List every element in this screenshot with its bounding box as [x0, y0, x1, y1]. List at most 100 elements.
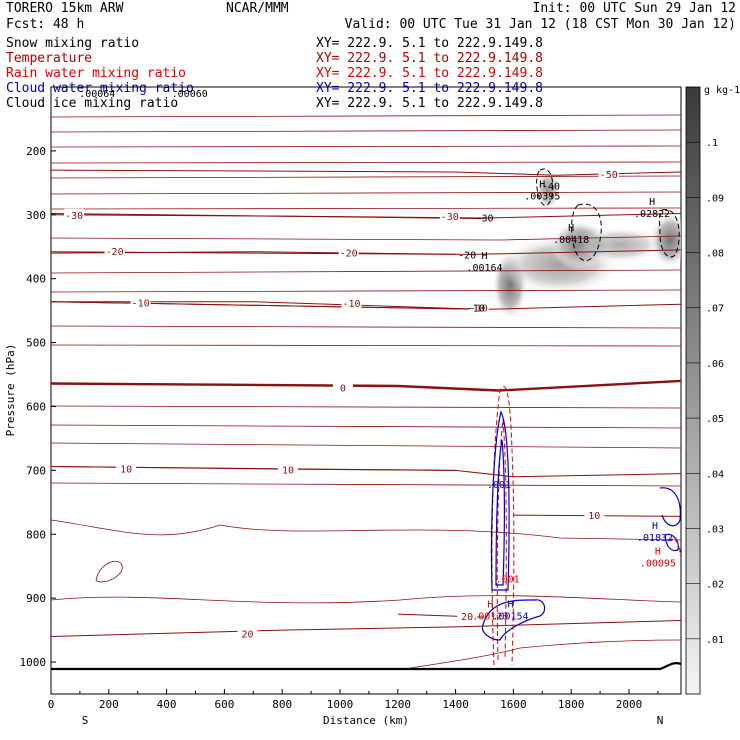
isotherm-line [51, 595, 681, 604]
x-tick-label: 1400 [442, 698, 469, 711]
label-mask [338, 246, 359, 258]
isotherm-label: 0 [340, 383, 346, 394]
terrain-line [51, 661, 682, 671]
label-mask [598, 167, 619, 179]
label-mask [130, 296, 151, 308]
isotherm-line [51, 482, 681, 487]
colorbar-label: .05 [706, 414, 724, 425]
extra-label: -40 [542, 181, 560, 192]
legend-xy: XY= 222.9. 5.1 to 222.9.149.8 [316, 36, 543, 51]
max-value: .00418 [553, 235, 589, 246]
header-valid: Valid: 00 UTC Tue 31 Jan 12 (18 CST Mon … [345, 17, 736, 32]
x-tick-label: 600 [214, 698, 234, 711]
label-mask [457, 610, 478, 622]
legend: Snow mixing ratio XY= 222.9. 5.1 to 222.… [6, 36, 543, 111]
isotherm-line [51, 344, 681, 347]
isotherm-line [51, 269, 681, 274]
cloud-label: .001 [487, 480, 511, 491]
isotherm-label: -20 [106, 247, 124, 258]
max-symbol: H [649, 197, 655, 208]
isotherm-line [51, 145, 681, 148]
x-tick-label: 1000 [327, 698, 354, 711]
max-value: .00123 [472, 612, 508, 623]
colorbar-label: .02 [706, 580, 724, 591]
y-tick-label: 700 [26, 464, 46, 477]
colorbar-label: .03 [706, 524, 724, 535]
extra-label: -20 [458, 250, 476, 261]
y-tick-label: 500 [26, 337, 46, 350]
x-tick-label: 2000 [616, 698, 643, 711]
isotherm--30 [51, 213, 485, 220]
label-mask [237, 627, 258, 639]
rain-contour [491, 386, 515, 666]
colorbar-unit: g kg-1 [704, 85, 740, 96]
isotherm-10 [51, 466, 681, 478]
snow-shading [492, 170, 681, 320]
max-value: .00154 [492, 612, 528, 623]
cloud-water-contour [490, 410, 510, 591]
maxima-markers: H.00395H.00418H.02822H.00164H.01832H.000… [466, 179, 676, 622]
colorbar-label: .09 [706, 193, 724, 204]
y-tick-label: 300 [26, 209, 46, 222]
colorbar-label: .01 [706, 635, 724, 646]
y-tick-label: 900 [26, 592, 46, 605]
shade-blob [650, 212, 681, 268]
rain-contour [496, 419, 507, 661]
isotherm-label: 20 [241, 629, 253, 640]
y-axis-label: Pressure (hPa) [4, 344, 17, 437]
label-mask [584, 509, 605, 521]
isotherm-label: -20 [340, 248, 358, 259]
x-axis-label: Distance (km) [323, 714, 409, 727]
legend-name: Snow mixing ratio [6, 36, 139, 51]
header-fcst: Fcst: 48 h [6, 17, 84, 32]
isotherm--50 [51, 169, 681, 176]
isotherm-10 [51, 466, 456, 471]
rain-contour [667, 538, 681, 557]
label-mask [116, 462, 137, 474]
isotherm-line [51, 289, 681, 293]
temperature-contours [51, 169, 681, 637]
max-symbol: H [652, 521, 658, 532]
extra-temperature-lines [51, 114, 681, 604]
colorbar: g kg-1 .01 .02 .03 .04 .05 .06 .07 .08 .09 .1 [685, 85, 740, 695]
isotherm-line [51, 175, 681, 179]
isotherm-line [51, 235, 681, 241]
x-tick-label: 0 [48, 698, 55, 711]
cloud-label: .001 [496, 574, 520, 585]
ice-contours [536, 168, 680, 262]
isotherm-line [51, 424, 681, 429]
cloud-water-contour [659, 487, 681, 527]
extra-label: -30 [475, 213, 493, 224]
isotherm-line [51, 519, 681, 541]
colorbar-label: .07 [706, 304, 724, 315]
max-symbol: H [539, 179, 545, 190]
precip-column [481, 386, 681, 666]
axes: 0 200 400 600 800 1000 1200 1400 1600 1800 2000200… [20, 145, 659, 711]
isotherm-line [51, 191, 681, 195]
isotherm-label: 10 [588, 511, 600, 522]
max-value: .00164 [466, 263, 502, 274]
ice-contour [659, 209, 680, 258]
extra-label: .00060 [172, 89, 208, 100]
max-value: .02822 [634, 209, 670, 220]
legend-xy: XY= 222.9. 5.1 to 222.9.149.8 [316, 51, 543, 66]
isotherm-line [51, 405, 681, 409]
legend-xy: XY= 222.9. 5.1 to 222.9.149.8 [316, 96, 543, 111]
isotherm--10 [51, 301, 681, 310]
label-mask [341, 296, 362, 308]
isotherm-label: -30 [441, 212, 459, 223]
terrain-temp-line [409, 639, 682, 669]
legend-xy: XY= 222.9. 5.1 to 222.9.149.8 [316, 66, 543, 81]
isotherm-label: -10 [470, 303, 488, 314]
max-value: .00095 [640, 559, 676, 570]
isotherm-line [51, 129, 681, 133]
y-tick-label: 400 [26, 273, 46, 286]
cloud-water-contour [664, 533, 679, 552]
x-tick-label: 800 [272, 698, 292, 711]
isotherm-20 [51, 620, 681, 637]
x-tick-label: 1200 [385, 698, 412, 711]
legend-xy: XY= 222.9. 5.1 to 222.9.149.8 [316, 81, 543, 96]
legend-name: Temperature [6, 51, 92, 66]
extra-label: .00064 [79, 89, 115, 100]
